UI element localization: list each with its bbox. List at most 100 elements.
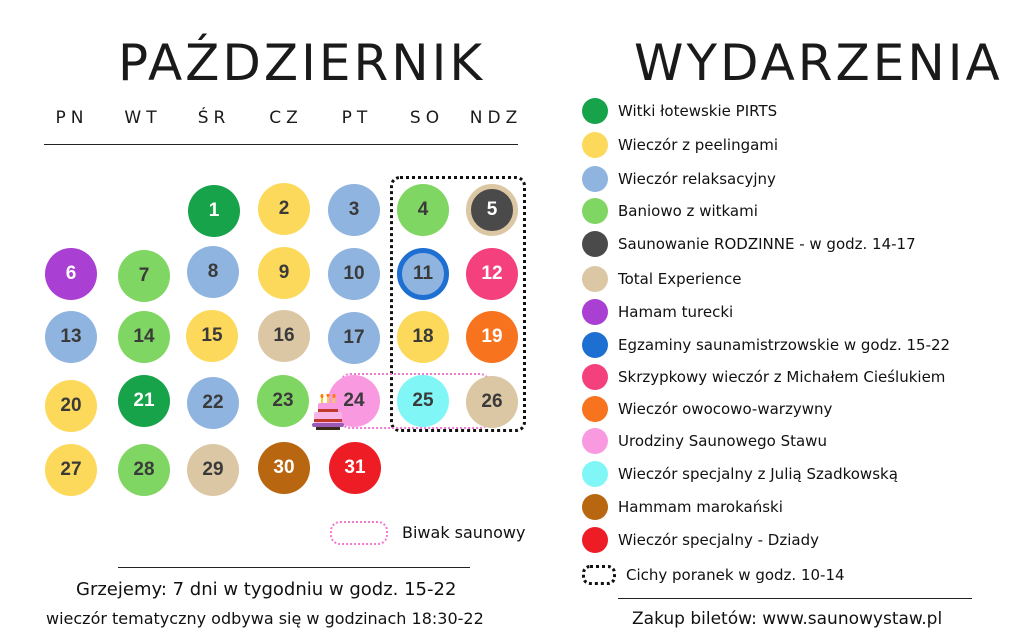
legend-label: Baniowo z witkami — [618, 202, 758, 220]
legend-dot-icon — [582, 98, 608, 124]
legend-label: Egzaminy saunamistrzowskie w godz. 15-22 — [618, 336, 951, 354]
events-title: WYDARZENIA — [634, 34, 1003, 92]
legend-dot-icon — [582, 428, 608, 454]
day-number: 8 — [207, 261, 219, 282]
day-number: 24 — [343, 390, 365, 411]
day-20[interactable]: 20 — [45, 380, 97, 432]
legend-label: Cichy poranek w godz. 10-14 — [626, 566, 845, 584]
legend-dot-icon — [582, 527, 608, 553]
legend-label: Witki łotewskie PIRTS — [618, 102, 778, 120]
weekday-wed: ŚR — [197, 108, 231, 128]
day-18[interactable]: 18 — [397, 311, 449, 363]
legend-dot-icon — [582, 461, 608, 487]
day-11[interactable]: 11 — [397, 248, 449, 300]
day-number: 19 — [481, 326, 503, 347]
day-number: 27 — [60, 459, 82, 480]
legend-label: Wieczór relaksacyjny — [618, 170, 776, 188]
day-17[interactable]: 17 — [328, 312, 380, 364]
legend-item: Wieczór owocowo-warzywny — [582, 395, 832, 423]
weekday-sun: NDZ — [469, 108, 523, 128]
day-8[interactable]: 8 — [187, 246, 239, 298]
day-number: 15 — [201, 325, 223, 346]
legend-label: Saunowanie RODZINNE - w godz. 14-17 — [618, 235, 916, 253]
day-7[interactable]: 7 — [118, 250, 170, 302]
day-23[interactable]: 23 — [257, 375, 309, 427]
legend-label: Urodziny Saunowego Stawu — [618, 432, 827, 450]
day-15[interactable]: 15 — [186, 310, 238, 362]
day-29[interactable]: 29 — [187, 444, 239, 496]
weekday-fri: PT — [341, 108, 373, 128]
legend-dot-icon — [582, 231, 608, 257]
legend-dot-icon — [582, 565, 616, 585]
day-6[interactable]: 6 — [45, 248, 97, 300]
legend-item: Hammam marokański — [582, 493, 783, 521]
day-9[interactable]: 9 — [258, 247, 310, 299]
legend-dot-icon — [582, 494, 608, 520]
day-number: 4 — [417, 199, 429, 220]
day-13[interactable]: 13 — [45, 311, 97, 363]
footer-divider-right — [618, 598, 972, 599]
birthday-cake-icon — [312, 394, 344, 430]
biwak-legend-swatch — [330, 521, 388, 545]
legend-dot-icon — [582, 198, 608, 224]
day-31[interactable]: 31 — [329, 442, 381, 494]
tickets-link[interactable]: Zakup biletów: www.saunowystaw.pl — [632, 609, 943, 629]
weekday-sat: SO — [409, 108, 445, 128]
legend-label: Total Experience — [618, 270, 742, 288]
day-number: 20 — [60, 395, 82, 416]
day-number: 14 — [133, 326, 155, 347]
legend-label: Hammam marokański — [618, 498, 783, 516]
day-number: 6 — [65, 263, 77, 284]
day-number: 30 — [273, 457, 295, 478]
day-30[interactable]: 30 — [258, 442, 310, 494]
day-number: 13 — [60, 326, 82, 347]
opening-hours: Grzejemy: 7 dni w tygodniu w godz. 15-22 — [76, 579, 457, 600]
day-14[interactable]: 14 — [118, 311, 170, 363]
day-27[interactable]: 27 — [45, 444, 97, 496]
day-number: 21 — [133, 390, 155, 411]
thematic-hours: wieczór tematyczny odbywa się w godzinac… — [46, 609, 484, 628]
day-12[interactable]: 12 — [466, 248, 518, 300]
day-number: 22 — [202, 392, 224, 413]
day-22[interactable]: 22 — [187, 377, 239, 429]
day-number: 29 — [202, 459, 224, 480]
legend-item: Saunowanie RODZINNE - w godz. 14-17 — [582, 230, 916, 258]
legend-item: Wieczór specjalny z Julią Szadkowską — [582, 460, 898, 488]
day-21[interactable]: 21 — [118, 375, 170, 427]
day-number: 23 — [272, 390, 294, 411]
day-number: 18 — [412, 326, 434, 347]
legend-dot-icon — [582, 396, 608, 422]
day-number: 28 — [133, 459, 155, 480]
day-2[interactable]: 2 — [258, 183, 310, 235]
day-25[interactable]: 25 — [397, 375, 449, 427]
legend-label: Skrzypkowy wieczór z Michałem Cieślukiem — [618, 368, 946, 386]
weekday-mon: PN — [55, 108, 89, 128]
legend-item: Urodziny Saunowego Stawu — [582, 427, 827, 455]
day-number: 7 — [138, 265, 150, 286]
legend-dot-icon — [582, 332, 608, 358]
day-5[interactable]: 5 — [466, 184, 518, 236]
legend-item: Hamam turecki — [582, 298, 733, 326]
day-4[interactable]: 4 — [397, 184, 449, 236]
legend-label: Wieczór owocowo-warzywny — [618, 400, 833, 418]
day-28[interactable]: 28 — [118, 444, 170, 496]
weekday-thu: CZ — [269, 108, 303, 128]
day-number: 2 — [278, 198, 290, 219]
day-number: 5 — [486, 199, 498, 220]
day-1[interactable]: 1 — [188, 185, 240, 237]
day-16[interactable]: 16 — [258, 310, 310, 362]
legend-item: Cichy poranek w godz. 10-14 — [582, 561, 845, 589]
day-number: 17 — [343, 327, 365, 348]
day-10[interactable]: 10 — [328, 248, 380, 300]
day-19[interactable]: 19 — [466, 311, 518, 363]
legend-item: Witki łotewskie PIRTS — [582, 97, 777, 125]
biwak-label: Biwak saunowy — [402, 523, 526, 542]
day-3[interactable]: 3 — [328, 184, 380, 236]
legend-label: Wieczór specjalny - Dziady — [618, 531, 819, 549]
legend-dot-icon — [582, 364, 608, 390]
header-divider — [44, 144, 518, 145]
day-number: 1 — [208, 200, 220, 221]
legend-item: Egzaminy saunamistrzowskie w godz. 15-22 — [582, 331, 950, 359]
legend-label: Wieczór specjalny z Julią Szadkowską — [618, 465, 898, 483]
day-26[interactable]: 26 — [466, 376, 518, 428]
